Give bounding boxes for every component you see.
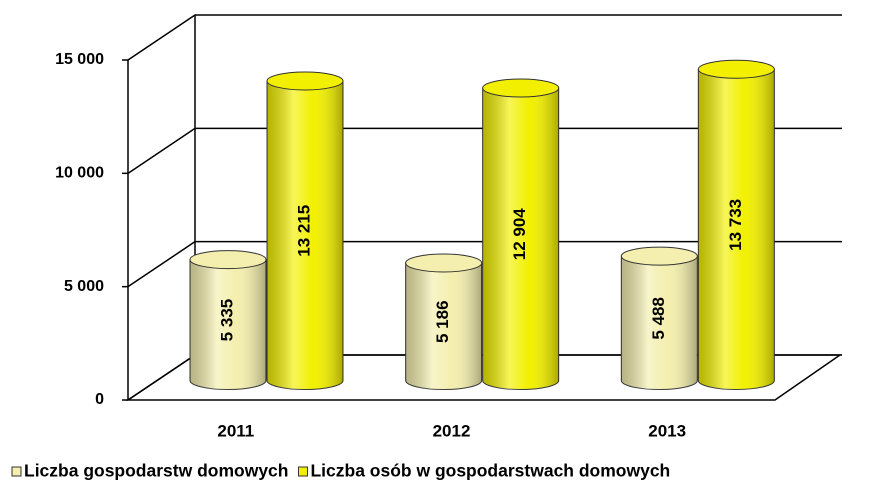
grid-line [127, 240, 842, 288]
x-tick-label: 2013 [648, 421, 686, 440]
legend-swatch [297, 466, 308, 477]
cylinder-shade [698, 69, 775, 390]
cylinder-shade [621, 256, 698, 390]
cylinder-shade [482, 88, 559, 390]
cylinder-top [697, 59, 775, 79]
x-tick-label: 2011 [217, 421, 254, 440]
y-tick-label: 0 [95, 391, 104, 408]
data-label: 12 904 [510, 208, 529, 261]
data-label: 13 215 [294, 205, 313, 257]
grid-line [127, 14, 842, 61]
y-tick-label: 10 000 [55, 165, 104, 182]
data-label: 13 733 [726, 199, 745, 251]
cylinder-top [266, 71, 344, 91]
cylinder-top [405, 253, 483, 273]
y-tick-label: 15 000 [55, 51, 104, 68]
cylinder-top [482, 78, 560, 98]
data-label: 5 186 [433, 300, 452, 343]
data-label: 5 335 [217, 299, 236, 342]
legend-label: Liczba gospodarstw domowych [24, 461, 288, 481]
legend-label: Liczba osób w gospodarstwach domowych [310, 461, 670, 481]
y-tick-label: 5 000 [64, 278, 104, 295]
legend-swatch [11, 466, 22, 477]
data-label: 5 488 [649, 297, 668, 340]
x-tick-label: 2012 [433, 421, 471, 440]
cylinder-shade [190, 259, 266, 390]
cylinder-shade [267, 80, 343, 390]
grid-line [127, 127, 842, 174]
cylinder-shade [405, 262, 482, 390]
cylinder-top [620, 246, 698, 266]
cylinder-top [189, 250, 267, 270]
